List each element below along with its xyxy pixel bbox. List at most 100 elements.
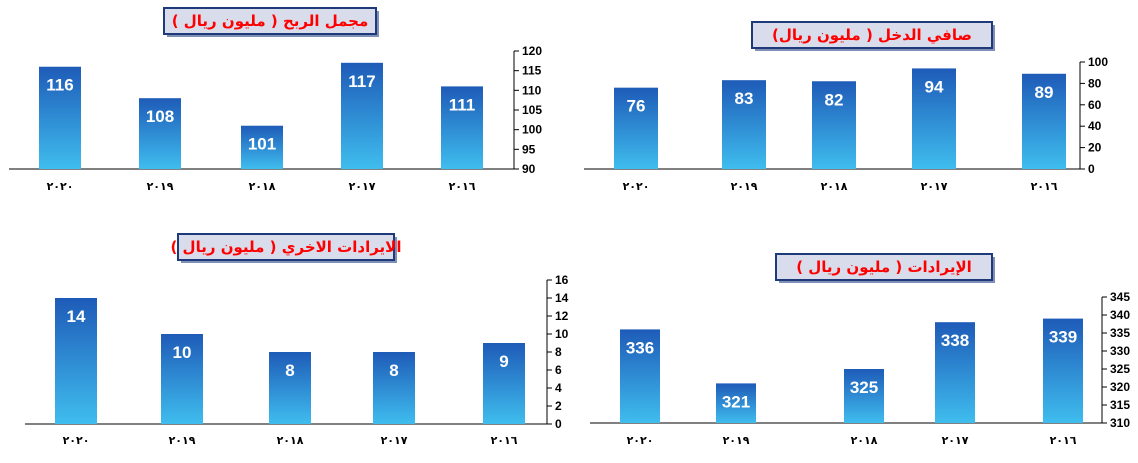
bar-value-label: 76 — [627, 97, 646, 116]
bar — [341, 62, 383, 169]
bar-value-label: 83 — [735, 89, 754, 108]
y-tick-label: 115 — [522, 64, 542, 78]
y-tick-label: 4 — [555, 381, 562, 395]
y-tick-label: 16 — [555, 273, 569, 287]
bar — [161, 334, 203, 424]
x-tick-label: ٢٠١٧ — [942, 434, 969, 447]
chart-title: الايرادات الاخري ( مليون ريال ) — [170, 238, 401, 257]
x-tick-label: ٢٠٢٠ — [623, 180, 650, 193]
bar — [55, 298, 97, 424]
y-tick-label: 110 — [522, 83, 542, 97]
y-tick-label: 335 — [1110, 326, 1130, 340]
x-tick-label: ٢٠١٩ — [169, 434, 196, 447]
bar — [935, 322, 975, 423]
chart-title: صافي الدخل ( مليون ريال) — [772, 26, 972, 44]
y-tick-label: 60 — [1088, 98, 1102, 112]
bar — [716, 383, 756, 423]
x-tick-label: ٢٠١٨ — [277, 434, 304, 447]
x-tick-label: ٢٠١٩ — [723, 434, 750, 447]
y-tick-label: 325 — [1110, 362, 1130, 376]
y-tick-label: 6 — [555, 363, 562, 377]
bar — [722, 80, 766, 169]
y-tick-label: 20 — [1088, 141, 1102, 155]
bar-value-label: 82 — [825, 90, 844, 109]
bar-value-label: 117 — [348, 72, 375, 91]
bar — [441, 86, 483, 169]
bar-value-label: 8 — [389, 361, 398, 380]
chart-3: الإيرادات ( مليون ريال ) 310 315 320 325 330 3… — [590, 253, 1130, 447]
bar — [812, 81, 856, 169]
y-tick-label: 95 — [522, 142, 536, 156]
y-tick-label: 12 — [555, 309, 569, 323]
x-tick-label: ٢٠١٨ — [821, 180, 848, 193]
bar — [39, 66, 81, 169]
y-tick-label: 320 — [1110, 380, 1130, 394]
bar-value-label: 10 — [173, 343, 192, 362]
y-tick-label: 100 — [1088, 55, 1108, 69]
y-tick-label: 2 — [555, 399, 562, 413]
y-tick-label: 310 — [1110, 416, 1130, 430]
bar — [620, 329, 660, 423]
x-tick-label: ٢٠١٩ — [147, 180, 174, 193]
bar — [844, 369, 884, 423]
bar — [483, 343, 525, 424]
bar — [912, 68, 956, 169]
bar-value-label: 8 — [285, 361, 294, 380]
chart-title: مجمل الربح ( مليون ريال ) — [172, 12, 369, 30]
chart-title-box — [163, 7, 377, 35]
x-tick-label: ٢٠١٨ — [249, 180, 276, 193]
bar-value-label: 116 — [46, 76, 73, 95]
x-tick-label: ٢٠١٩ — [731, 180, 758, 193]
y-tick-label: 120 — [522, 44, 542, 58]
chart-title-box — [177, 233, 395, 261]
bar-value-label: 101 — [248, 135, 276, 154]
y-tick-label: 340 — [1110, 308, 1130, 322]
chart-4: الايرادات الاخري ( مليون ريال ) 0 2 4 6 8 10 12… — [25, 233, 569, 447]
bar — [241, 125, 283, 169]
x-tick-label: ٢٠١٨ — [851, 434, 878, 447]
y-tick-label: 10 — [555, 327, 569, 341]
x-tick-label: ٢٠١٦ — [1050, 434, 1077, 447]
y-tick-label: 105 — [522, 103, 542, 117]
y-tick-label: 14 — [555, 291, 569, 305]
bar — [269, 352, 311, 424]
bar-value-label: 338 — [941, 331, 969, 350]
y-tick-label: 0 — [1088, 162, 1095, 176]
bar-value-label: 89 — [1035, 83, 1054, 102]
bar-value-label: 94 — [925, 77, 944, 96]
bar-value-label: 325 — [850, 378, 878, 397]
bar — [139, 98, 181, 169]
bar-value-label: 111 — [449, 95, 476, 114]
y-tick-label: 8 — [555, 345, 562, 359]
chart-2: مجمل الربح ( مليون ريال ) 90 95 100 105 110 11… — [9, 7, 542, 193]
bar-value-label: 339 — [1049, 328, 1077, 347]
bar-value-label: 336 — [626, 338, 654, 357]
chart-title: الإيرادات ( مليون ريال ) — [796, 258, 972, 276]
bar-value-label: 14 — [67, 307, 86, 326]
bar — [1043, 318, 1083, 423]
x-tick-label: ٢٠١٦ — [491, 434, 518, 447]
y-tick-label: 40 — [1088, 119, 1102, 133]
x-tick-label: ٢٠٢٠ — [47, 180, 74, 193]
x-tick-label: ٢٠٢٠ — [63, 434, 90, 447]
bar-value-label: 108 — [146, 107, 174, 126]
x-tick-label: ٢٠١٧ — [921, 180, 948, 193]
y-tick-label: 80 — [1088, 76, 1102, 90]
y-tick-label: 330 — [1110, 344, 1130, 358]
x-tick-label: ٢٠١٦ — [449, 180, 476, 193]
x-tick-label: ٢٠١٦ — [1031, 180, 1058, 193]
chart-title-box — [775, 253, 993, 281]
chart-1: صافي الدخل ( مليون ريال) 0 20 40 60 80 100 89 ٢٠… — [584, 21, 1108, 193]
y-tick-label: 345 — [1110, 290, 1130, 304]
x-tick-label: ٢٠١٧ — [349, 180, 376, 193]
y-tick-label: 0 — [555, 417, 562, 431]
bar — [614, 87, 658, 169]
bar — [373, 352, 415, 424]
y-tick-label: 100 — [522, 123, 542, 137]
x-tick-label: ٢٠١٧ — [381, 434, 408, 447]
bar-value-label: 321 — [722, 392, 750, 411]
y-tick-label: 315 — [1110, 398, 1130, 412]
x-tick-label: ٢٠٢٠ — [627, 434, 654, 447]
bar-value-label: 9 — [499, 352, 508, 371]
